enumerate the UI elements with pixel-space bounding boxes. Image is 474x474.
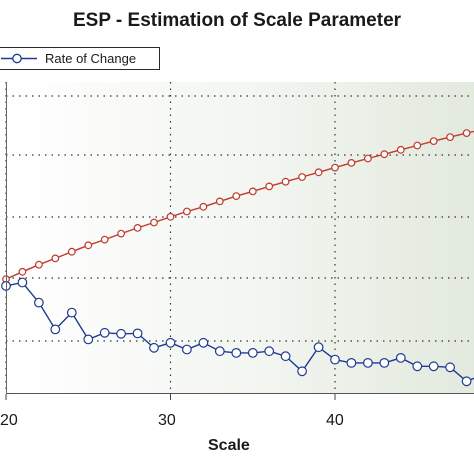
data-point: [232, 192, 241, 201]
data-point: [182, 207, 191, 216]
data-point: [265, 182, 274, 191]
data-point: [395, 353, 406, 363]
data-point: [100, 235, 109, 244]
data-point: [199, 202, 208, 211]
data-point: [181, 344, 192, 355]
data-point: [35, 260, 43, 269]
data-point: [298, 173, 307, 181]
legend-label-rate-of-change: Rate of Change: [45, 51, 137, 66]
data-point: [1, 281, 11, 291]
data-point: [51, 254, 60, 263]
x-tick-label: 30: [158, 412, 176, 429]
data-point: [462, 129, 471, 138]
data-point: [17, 277, 28, 288]
data-point: [379, 358, 390, 368]
data-point: [132, 328, 143, 339]
data-point: [166, 212, 175, 221]
data-point: [331, 163, 339, 172]
legend-marker: [1, 53, 37, 64]
data-point: [149, 342, 159, 353]
data-point: [297, 366, 308, 377]
data-point: [380, 150, 389, 159]
data-point: [67, 247, 76, 256]
data-point: [50, 324, 61, 335]
data-point: [280, 351, 291, 362]
legend: Rate of Change: [0, 47, 160, 70]
data-point: [264, 346, 275, 357]
series-line-rate-of-change: [5, 281, 474, 383]
data-point: [396, 145, 405, 154]
data-point: [215, 197, 224, 206]
data-point: [330, 354, 340, 365]
x-tick-label: 20: [0, 412, 18, 429]
data-point: [429, 137, 438, 146]
data-point: [231, 348, 242, 358]
data-point: [413, 141, 422, 150]
data-point: [198, 337, 209, 348]
chart-title: ESP - Estimation of Scale Parameter: [72, 10, 402, 31]
data-point: [364, 154, 372, 163]
data-point: [66, 307, 77, 318]
data-point: [446, 133, 455, 142]
data-point: [165, 337, 176, 348]
x-tick-label: 40: [326, 412, 344, 429]
data-point: [412, 361, 423, 372]
data-point: [214, 346, 225, 357]
data-point: [18, 267, 27, 276]
plot-area: [6, 82, 474, 394]
x-axis-label: Scale: [208, 437, 250, 454]
data-point: [347, 158, 356, 167]
data-point: [313, 342, 324, 353]
data-point: [34, 297, 44, 308]
data-point: [117, 229, 125, 238]
data-point: [99, 327, 110, 338]
data-point: [133, 223, 142, 232]
data-point: [116, 328, 126, 339]
data-point: [363, 358, 373, 368]
data-point: [247, 348, 258, 358]
data-point: [84, 241, 93, 250]
data-point: [428, 361, 439, 372]
data-point: [314, 168, 323, 177]
data-point: [248, 187, 257, 196]
data-point: [281, 177, 290, 186]
data-point: [346, 358, 357, 368]
data-point: [445, 362, 456, 373]
data-point: [461, 376, 472, 387]
data-point: [150, 218, 158, 227]
data-point: [83, 334, 94, 345]
